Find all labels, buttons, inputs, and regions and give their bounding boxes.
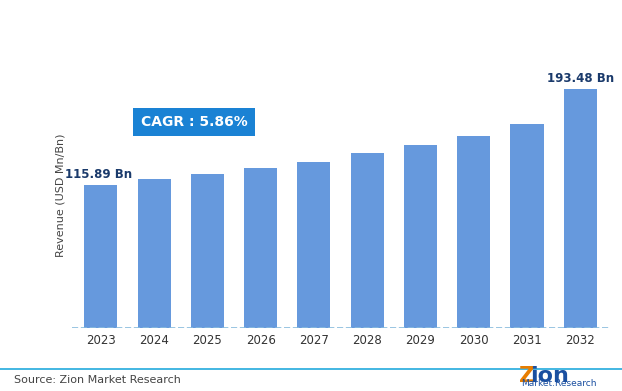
Bar	[564, 89, 596, 328]
FancyBboxPatch shape	[132, 108, 255, 136]
Text: ion: ion	[531, 366, 570, 386]
Text: 2024-2032 (USD Billion): 2024-2032 (USD Billion)	[340, 17, 555, 36]
Text: 193.48 Bn: 193.48 Bn	[547, 72, 614, 86]
Bar	[137, 179, 170, 328]
Text: CAGR : 5.86%: CAGR : 5.86%	[141, 115, 248, 129]
Bar	[191, 174, 224, 328]
Bar	[457, 136, 490, 328]
Text: Market.Research: Market.Research	[521, 379, 596, 389]
Text: 115.89 Bn: 115.89 Bn	[65, 169, 132, 181]
Bar	[85, 185, 118, 328]
Bar	[511, 124, 544, 328]
Bar	[244, 168, 277, 328]
Text: Global Low Voltage Cable Market,: Global Low Voltage Cable Market,	[14, 17, 344, 36]
Y-axis label: Revenue (USD Mn/Bn): Revenue (USD Mn/Bn)	[56, 134, 66, 257]
Bar	[404, 145, 437, 328]
Text: Source: Zion Market Research: Source: Zion Market Research	[14, 375, 180, 386]
Bar	[297, 163, 330, 328]
Bar	[351, 153, 384, 328]
Text: Z: Z	[519, 366, 536, 386]
